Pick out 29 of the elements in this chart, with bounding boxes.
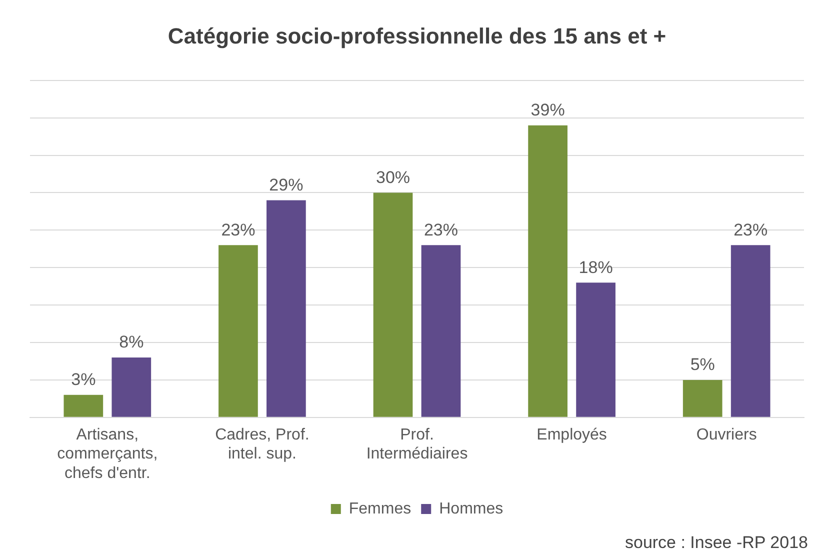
data-label: 18% — [578, 258, 613, 277]
bar — [421, 245, 461, 417]
source-note: source : Insee -RP 2018 — [624, 533, 808, 553]
data-label: 23% — [424, 220, 458, 240]
bar — [112, 357, 152, 417]
data-label: 29% — [269, 175, 304, 194]
x-tick-label: Ouvriers — [696, 426, 757, 444]
data-label: 8% — [119, 332, 144, 352]
data-label: 3% — [71, 370, 96, 390]
bar — [528, 125, 568, 417]
x-tick-label: Artisans, commerçants, chefs d'entr. — [57, 426, 158, 482]
bar — [682, 380, 722, 417]
data-label: 23% — [221, 220, 256, 240]
bar — [64, 394, 104, 417]
bar — [373, 192, 413, 417]
data-label: 5% — [690, 355, 715, 374]
legend-label: Femmes — [348, 500, 412, 518]
bar — [730, 245, 770, 417]
data-label: 23% — [734, 220, 768, 240]
legend-label: Hommes — [439, 500, 504, 518]
chart-title: Catégorie socio-professionnelle des 15 ans et + — [168, 23, 666, 48]
bar — [266, 200, 306, 417]
x-tick-label: Cadres, Prof. intel. sup. — [215, 426, 310, 463]
data-label: 30% — [376, 168, 410, 187]
bar — [218, 245, 258, 417]
x-tick-label: Employés — [536, 426, 607, 444]
bar — [576, 282, 616, 417]
x-tick-label: Prof. Intermédiaires — [366, 426, 468, 463]
data-label: 39% — [530, 100, 565, 120]
